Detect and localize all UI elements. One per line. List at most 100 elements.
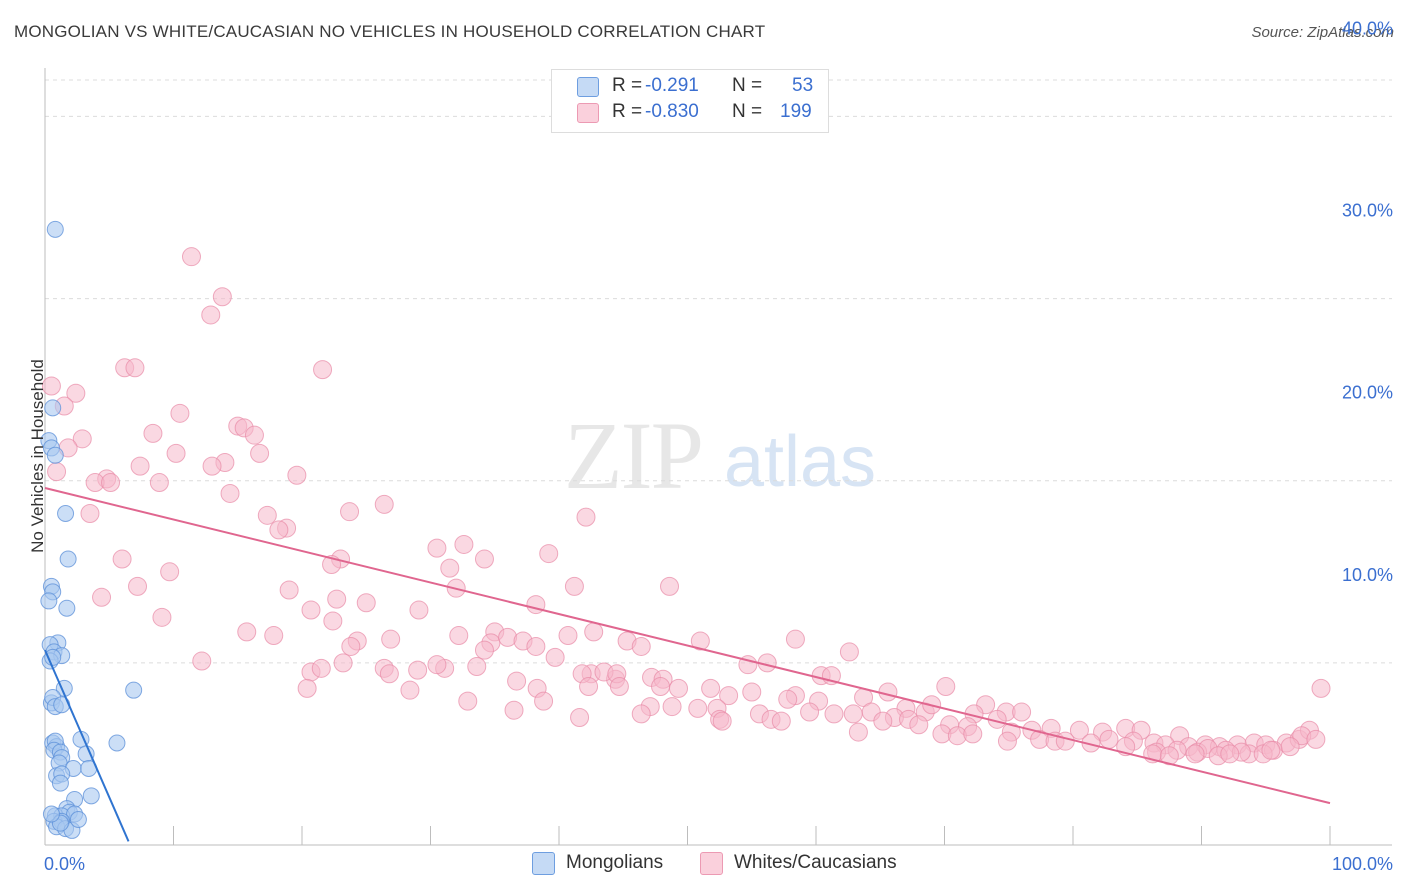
data-point-whites: [409, 600, 429, 620]
data-point-whites: [279, 580, 299, 600]
data-point-whites: [381, 629, 401, 649]
watermark-atlas: atlas: [724, 422, 876, 502]
legend-row-whites: R = -0.830 N = 199: [552, 101, 828, 127]
x-tick-label: 0.0%: [44, 854, 85, 874]
data-point-whites: [878, 682, 898, 702]
data-point-whites: [408, 660, 428, 680]
data-point-whites: [963, 724, 983, 744]
data-point-whites: [311, 658, 331, 678]
data-point-whites: [72, 429, 92, 449]
data-point-whites: [181, 247, 201, 267]
gridlines: [45, 79, 1392, 664]
axes: [44, 68, 1392, 846]
whites-legend-swatch: [700, 852, 723, 875]
data-point-whites: [192, 651, 212, 671]
data-point-whites: [440, 558, 460, 578]
data-point-whites: [92, 587, 112, 607]
data-point-whites: [130, 456, 150, 476]
data-point-whites: [257, 505, 277, 525]
data-point-whites: [712, 711, 732, 731]
data-point-whites: [80, 504, 100, 523]
data-point-whites: [688, 698, 708, 718]
x-tick-label: 100.0%: [1332, 854, 1393, 874]
data-point-whites: [474, 549, 494, 569]
mongolians-swatch: [577, 77, 599, 97]
data-point-whites: [660, 576, 680, 596]
data-point-mongolians: [51, 774, 69, 792]
tick-labels: 10.0% 20.0% 30.0% 40.0% 0.0% 100.0%: [44, 18, 1393, 874]
data-point-whites: [545, 647, 565, 667]
data-point-whites: [374, 494, 394, 514]
legend-row-mongolians: R = -0.291 N = 53: [552, 75, 828, 101]
data-point-whites: [41, 376, 61, 396]
y-tick-label: 10.0%: [1342, 565, 1393, 585]
data-point-whites: [152, 607, 172, 627]
watermark-zip: ZIP: [564, 402, 702, 509]
data-point-whites: [507, 671, 527, 691]
data-point-mongolians: [46, 446, 64, 464]
data-point-whites: [333, 653, 353, 673]
data-point-whites: [201, 305, 221, 325]
data-point-whites: [287, 465, 307, 485]
series-mongolians: [40, 220, 143, 839]
data-point-whites: [785, 629, 805, 649]
data-point-whites: [701, 678, 721, 698]
data-point-whites: [997, 731, 1017, 751]
data-point-mongolians: [108, 734, 126, 752]
data-point-whites: [539, 544, 559, 564]
n-value: 53: [792, 75, 814, 96]
r-label: R =: [612, 101, 643, 122]
data-point-whites: [843, 704, 863, 724]
data-point-whites: [526, 636, 546, 656]
data-point-whites: [669, 678, 689, 698]
data-point-whites: [467, 657, 487, 676]
data-point-whites: [474, 640, 494, 660]
data-point-mongolians: [82, 787, 100, 805]
data-point-whites: [909, 715, 929, 735]
data-point-whites: [848, 722, 868, 742]
data-point-whites: [341, 636, 361, 656]
data-point-whites: [570, 708, 590, 727]
data-point-mongolians: [59, 550, 77, 568]
data-point-whites: [1069, 720, 1089, 740]
data-point-mongolians: [57, 505, 75, 522]
data-point-whites: [220, 483, 240, 503]
data-point-whites: [1220, 744, 1240, 764]
data-point-whites: [125, 358, 145, 378]
data-point-mongolians: [69, 811, 87, 828]
data-point-whites: [1280, 737, 1300, 757]
data-point-whites: [1306, 729, 1326, 749]
data-point-mongolians: [40, 592, 58, 610]
data-point-whites: [778, 689, 798, 709]
data-point-whites: [323, 611, 343, 631]
data-point-whites: [719, 686, 739, 706]
data-point-whites: [250, 443, 270, 463]
data-point-whites: [631, 704, 651, 724]
data-point-whites: [143, 423, 163, 443]
data-point-whites: [149, 473, 169, 493]
data-point-whites: [1055, 731, 1075, 751]
data-point-whites: [166, 443, 186, 463]
data-point-whites: [1012, 702, 1032, 722]
data-point-whites: [558, 626, 578, 646]
data-point-whites: [1311, 678, 1331, 698]
data-point-whites: [1159, 746, 1179, 766]
watermark: ZIP atlas: [564, 402, 876, 509]
data-point-whites: [631, 636, 651, 656]
series-whites-caucasians: [41, 247, 1331, 766]
whites-swatch: [577, 103, 599, 123]
y-tick-label: 40.0%: [1342, 18, 1393, 38]
data-point-whites: [313, 360, 333, 380]
data-point-whites: [449, 626, 469, 646]
data-point-whites: [839, 642, 859, 662]
y-axis-label: No Vehicles in Household: [28, 359, 47, 553]
data-point-whites: [301, 600, 321, 620]
data-point-whites: [340, 502, 360, 522]
data-point-whites: [327, 589, 347, 609]
data-point-whites: [47, 462, 67, 482]
mongolians-legend-swatch: [532, 852, 555, 875]
n-label: N =: [732, 75, 763, 96]
data-point-whites: [244, 425, 264, 445]
data-point-whites: [237, 622, 257, 642]
data-point-whites: [112, 549, 132, 569]
